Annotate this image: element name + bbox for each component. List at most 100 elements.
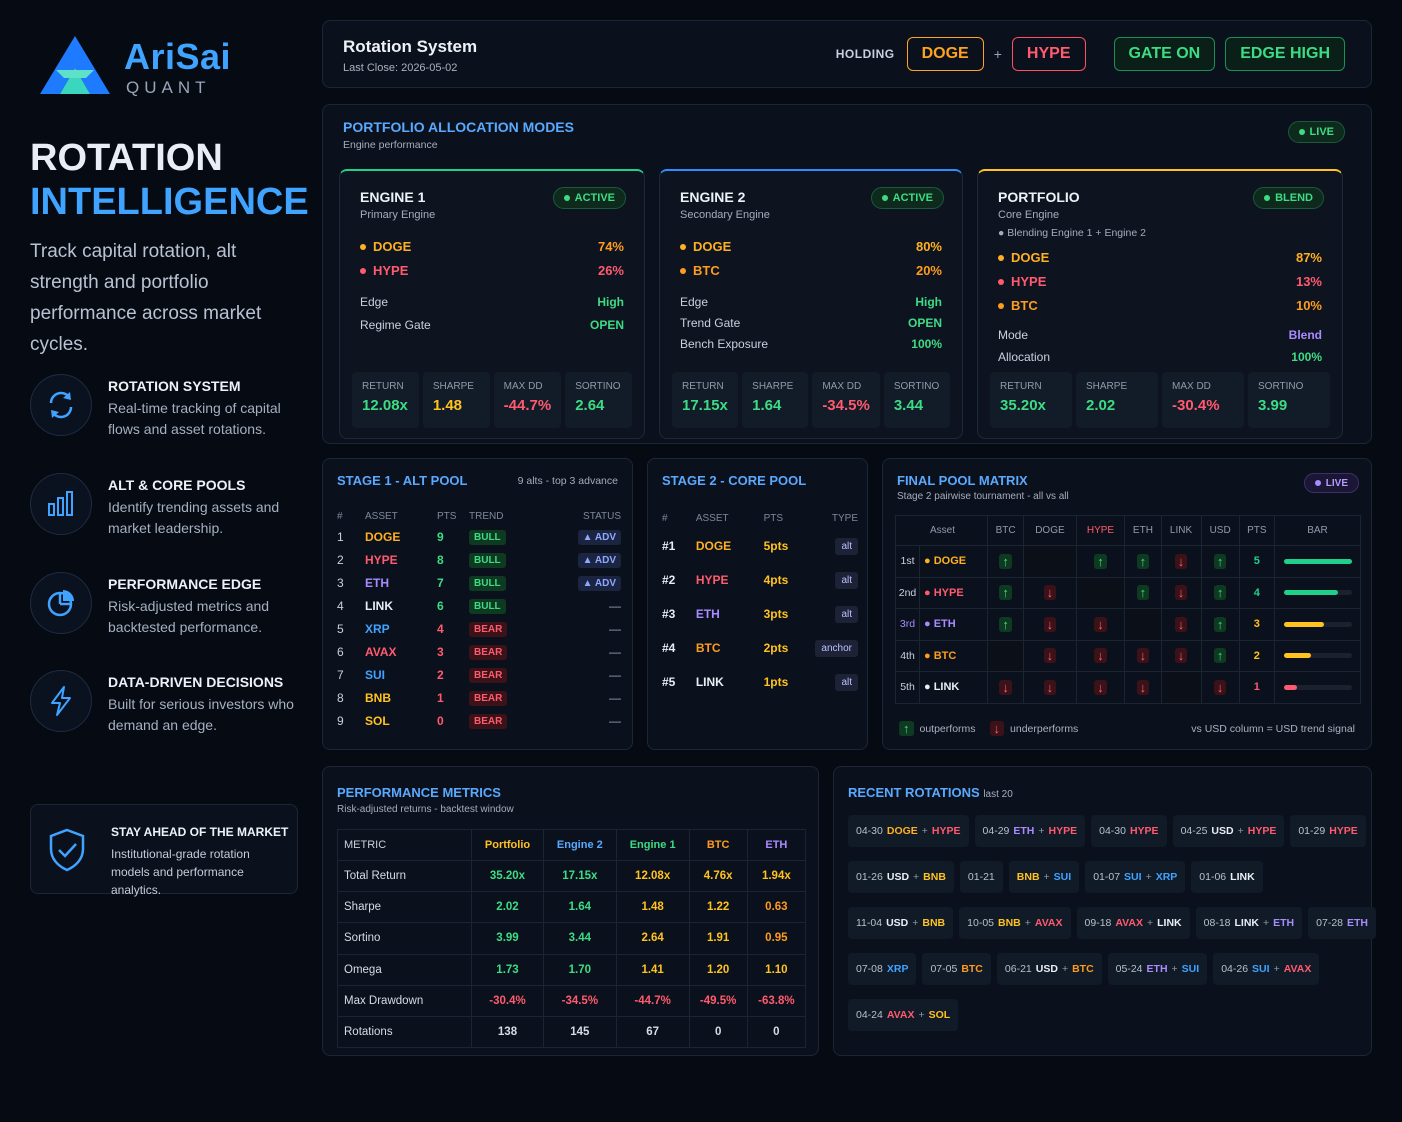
table-row[interactable]: #2 HYPE 4pts alt [662,563,858,597]
engine-1-card[interactable]: ENGINE 1 Primary Engine ACTIVE DOGE 74% H… [339,169,645,439]
matrix-row[interactable]: 5th ● LINK ↓ ↓ ↓ ↓ ↓ 1 [895,671,1361,704]
score-bar [1283,558,1352,564]
table-row[interactable]: 2 HYPE 8 BULL ▲ ADV [337,548,621,571]
rotation-item[interactable]: 09-18 AVAX + LINK [1076,907,1190,939]
table-row[interactable]: #4 BTC 2pts anchor [662,631,858,665]
edge-high-badge[interactable]: EDGE HIGH [1225,37,1345,71]
rotation-item[interactable]: 07-05 BTC [922,953,991,985]
column-header: BTC [688,829,748,861]
card-subtitle: Primary Engine [360,209,436,221]
rotation-item[interactable]: 04-30 DOGE + HYPE [848,815,969,847]
matrix-row[interactable]: 4th ● BTC ↓ ↓ ↓ ↓ ↑ 2 [895,639,1361,672]
table-row[interactable]: Sortino 3.99 3.44 2.64 1.91 0.95 [336,922,807,955]
table-row[interactable]: #3 ETH 3pts alt [662,597,858,631]
up-arrow-icon: ↑ [1213,648,1227,664]
rotation-item[interactable]: 07-08 XRP [848,953,917,985]
sync-icon [30,374,92,436]
table-row[interactable]: #1 DOGE 5pts alt [662,529,858,563]
table-row[interactable]: Total Return 35.20x 17.15x 12.08x 4.76x 1.94x [336,859,807,893]
section-title: PORTFOLIO ALLOCATION MODES [343,119,574,135]
holding-asset-hype[interactable]: HYPE [1011,37,1086,71]
live-badge: LIVE [1303,473,1359,493]
feature-alt-core-pools: ALT & CORE POOLS Identify trending asset… [30,473,302,545]
active-badge: ACTIVE [552,187,626,209]
section-note: 9 alts - top 3 advance [517,475,618,487]
trend-badge: BEAR [469,644,508,660]
table-row[interactable]: #5 LINK 1pts alt [662,665,858,699]
rotation-item[interactable]: 04-29 ETH + HYPE [974,815,1086,847]
bar-chart-icon [30,473,92,535]
column-header: BAR [1274,515,1361,546]
table-row[interactable]: 9 SOL 0 BEAR — [337,713,621,729]
matrix-row[interactable]: 3rd ● ETH ↑ ↓ ↓ ↓ ↑ 3 [895,608,1361,641]
stay-title: STAY AHEAD OF THE MARKET [111,825,289,839]
table-row[interactable]: 6 AVAX 3 BEAR — [337,644,621,660]
section-title: STAGE 1 - ALT POOL [337,473,468,488]
down-arrow-icon: ↓ [999,679,1012,695]
blend-note: ● Blending Engine 1 + Engine 2 [998,227,1146,239]
rotation-item[interactable]: 04-25 USD + HYPE [1172,815,1285,847]
column-header: ETH [1124,515,1162,546]
engine-2-card[interactable]: ENGINE 2 Secondary Engine ACTIVE DOGE 80%… [659,169,963,439]
table-row[interactable]: Sharpe 2.02 1.64 1.48 1.22 0.63 [336,891,807,924]
column-header: METRIC [336,829,473,861]
column-header: Portfolio [471,829,544,861]
rotation-item[interactable]: 10-05 BNB + AVAX [959,907,1071,939]
down-arrow-icon: ↓ [1174,585,1188,601]
rotation-item[interactable]: 01-06 LINK [1191,861,1263,893]
table-row[interactable]: 3 ETH 7 BULL ▲ ADV [337,571,621,594]
portfolio-card[interactable]: PORTFOLIO Core Engine ● Blending Engine … [977,169,1343,439]
gate-on-badge[interactable]: GATE ON [1113,37,1216,71]
table-row[interactable]: 7 SUI 2 BEAR — [337,667,621,683]
up-arrow-icon: ↑ [899,721,914,736]
table-row[interactable]: Omega 1.73 1.70 1.41 1.20 1.10 [336,953,807,986]
table-row[interactable]: Max Drawdown -30.4% -34.5% -44.7% -49.5% -63.… [336,984,807,1017]
stay-desc: Institutional-grade rotation models and … [111,847,250,897]
stay-ahead-card: STAY AHEAD OF THE MARKET Institutional-g… [30,804,298,897]
rotation-item[interactable]: BNB + SUI [1008,861,1080,893]
feature-desc: Built for serious investors who demand a… [108,696,294,733]
advance-badge: ▲ ADV [577,575,621,591]
down-arrow-icon: ↓ [1094,616,1107,632]
matrix-row[interactable]: 2nd ● HYPE ↑ ↓ ↑ ↓ ↑ 4 [895,576,1361,609]
down-arrow-icon: ↓ [1043,585,1057,601]
table-row[interactable]: Rotations 138 145 67 0 0 [336,1015,807,1049]
rotation-item[interactable]: 04-24 AVAX + SOL [848,999,959,1031]
rotation-item[interactable]: 07-28 ETH [1308,907,1376,939]
holding-asset-doge[interactable]: DOGE [906,37,984,71]
rotation-item[interactable]: 04-30 HYPE [1091,815,1167,847]
score-bar [1283,590,1352,596]
section-title: PERFORMANCE METRICS [337,785,501,800]
hero-description: Track capital rotation, alt strength and… [30,241,262,355]
rotation-item[interactable]: 11-04 USD + BNB [848,907,954,939]
hero-line-2: INTELLIGENCE [30,181,309,223]
live-badge: LIVE [1287,121,1345,143]
rotation-item[interactable]: 05-24 ETH + SUI [1107,953,1208,985]
stage-1-alt-pool: STAGE 1 - ALT POOL 9 alts - top 3 advanc… [322,458,633,750]
type-badge: alt [835,571,858,589]
down-arrow-icon: ↓ [1043,648,1057,664]
table-row[interactable]: 1 DOGE 9 BULL ▲ ADV [337,525,621,548]
matrix-row[interactable]: 1st ● DOGE ↑ ↑ ↑ ↓ ↑ 5 [895,545,1361,578]
trend-badge: BEAR [469,621,508,637]
rotation-item[interactable]: 01-29 HYPE [1290,815,1366,847]
table-row[interactable]: 8 BNB 1 BEAR — [337,690,621,706]
down-arrow-icon: ↓ [1174,553,1188,569]
trend-badge: BEAR [469,667,508,683]
table-row[interactable]: 4 LINK 6 BULL — [337,598,621,614]
rotation-item[interactable]: 08-18 LINK + ETH [1195,907,1303,939]
rotation-item[interactable]: 04-26 SUI + AVAX [1213,953,1320,985]
lightning-icon [30,670,92,732]
rotation-item[interactable]: 01-26 USD + BNB [848,861,954,893]
type-badge: alt [835,605,858,623]
rotation-item[interactable]: 01-21 [959,861,1003,893]
trend-badge: BULL [469,575,506,591]
meta-row: Regime Gate OPEN [360,318,624,332]
up-arrow-icon: ↑ [1094,553,1107,569]
score-bar-fill [1283,653,1311,659]
type-badge: alt [835,673,858,691]
table-row[interactable]: 5 XRP 4 BEAR — [337,621,621,637]
rotation-item[interactable]: 06-21 USD + BTC [996,953,1102,985]
up-arrow-icon: ↑ [1213,616,1227,632]
rotation-item[interactable]: 01-07 SUI + XRP [1085,861,1186,893]
